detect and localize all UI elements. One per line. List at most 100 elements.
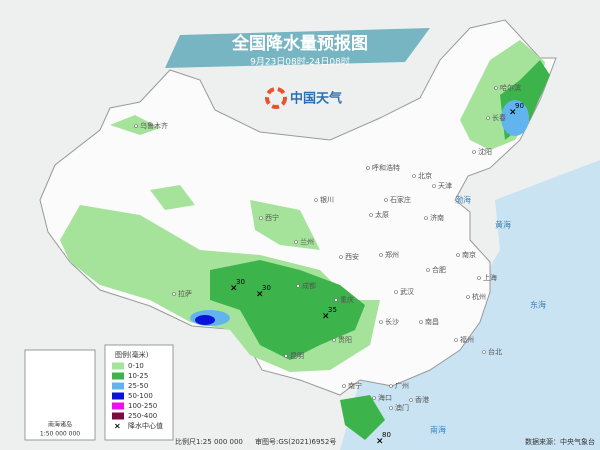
city-label: 广州 — [395, 381, 409, 390]
legend-label: 10-25 — [128, 372, 148, 380]
city-dot — [379, 320, 383, 324]
city-dot — [332, 338, 336, 342]
legend-label: 250-400 — [128, 412, 157, 420]
legend-label: 0-10 — [128, 362, 144, 370]
city-label: 香港 — [415, 395, 429, 404]
rain-area — [150, 185, 195, 210]
rain-area — [501, 100, 529, 136]
legend-label: 降水中心值 — [128, 421, 163, 430]
city-label: 西宁 — [265, 213, 279, 222]
city-dot — [342, 384, 346, 388]
subtitle: 9月23日08时-24日08时 — [250, 56, 350, 68]
city-dot — [384, 198, 388, 202]
center-value: 30 — [236, 278, 245, 286]
legend-label: 25-50 — [128, 382, 148, 390]
center-marker: × — [322, 312, 330, 322]
city-label: 北京 — [418, 171, 432, 180]
city-dot — [419, 320, 423, 324]
footer-scale: 比例尺1:25 000 000 — [175, 437, 243, 446]
city-label: 合肥 — [432, 265, 446, 274]
city-dot — [259, 216, 263, 220]
inset-scale: 1:50 000 000 — [40, 431, 80, 438]
city-label: 呼和浩特 — [372, 163, 400, 172]
center-value: 80 — [382, 431, 391, 439]
sea-label: 黄海 — [495, 220, 511, 230]
legend-swatch — [112, 412, 124, 420]
sea-label: 渤海 — [455, 195, 471, 205]
city-dot — [456, 253, 460, 257]
city-dot — [366, 166, 370, 170]
city-label: 澳门 — [395, 403, 409, 412]
city-label: 杭州 — [472, 292, 486, 301]
city-dot — [424, 216, 428, 220]
city-label: 郑州 — [385, 251, 399, 259]
city-dot — [482, 350, 486, 354]
city-label: 太原 — [375, 210, 389, 219]
city-dot — [477, 276, 481, 280]
city-dot — [466, 295, 470, 299]
title: 全国降水量预报图 — [231, 33, 368, 54]
city-dot — [334, 298, 338, 302]
city-label: 乌鲁木齐 — [140, 121, 168, 130]
sea-label: 东海 — [530, 300, 546, 310]
city-label: 南京 — [462, 250, 476, 259]
inset-label: 南海诸岛 — [48, 421, 72, 429]
city-dot — [379, 253, 383, 257]
city-dot — [494, 86, 498, 90]
logo: 中国天气 — [290, 91, 342, 107]
city-label: 哈尔滨 — [500, 83, 521, 92]
city-label: 武汉 — [400, 287, 414, 296]
city-label: 沈阳 — [478, 147, 492, 156]
city-label: 天津 — [438, 182, 452, 190]
city-label: 上海 — [483, 273, 497, 282]
city-label: 长春 — [492, 113, 506, 122]
city-label: 南昌 — [425, 317, 439, 326]
city-label: 贵阳 — [338, 335, 352, 344]
center-marker: × — [256, 290, 264, 300]
city-label: 石家庄 — [390, 195, 411, 204]
city-label: 成都 — [302, 281, 316, 290]
city-dot — [426, 268, 430, 272]
footer-source: 数据来源：中央气象台 — [525, 437, 595, 446]
city-dot — [394, 290, 398, 294]
inset-map — [24, 349, 96, 441]
sea-label: 南海 — [430, 425, 446, 435]
city-label: 拉萨 — [178, 289, 192, 298]
legend-swatch — [112, 372, 124, 380]
center-marker: × — [230, 284, 238, 294]
title-banner — [165, 28, 430, 68]
legend-marker: × — [114, 422, 121, 431]
city-label: 海口 — [378, 393, 392, 402]
center-value: 30 — [262, 284, 271, 292]
city-label: 重庆 — [340, 295, 354, 304]
legend-swatch — [112, 362, 124, 370]
city-label: 昆明 — [290, 352, 304, 360]
legend-title: 图例(毫米) — [115, 350, 149, 359]
legend-swatch — [112, 392, 124, 400]
city-dot — [296, 284, 300, 288]
city-dot — [294, 240, 298, 244]
center-value: 35 — [328, 306, 337, 314]
center-marker: × — [509, 108, 517, 118]
legend-swatch — [112, 382, 124, 390]
city-dot — [412, 174, 416, 178]
city-dot — [472, 150, 476, 154]
city-dot — [409, 398, 413, 402]
city-label: 兰州 — [300, 237, 314, 246]
city-dot — [284, 354, 288, 358]
city-dot — [369, 213, 373, 217]
city-dot — [432, 184, 436, 188]
city-dot — [372, 396, 376, 400]
rain-area — [210, 260, 365, 360]
city-dot — [389, 406, 393, 410]
rain-area — [195, 315, 215, 325]
city-label: 南宁 — [348, 381, 362, 390]
city-label: 济南 — [430, 213, 444, 222]
city-dot — [454, 338, 458, 342]
footer-approval: 审图号:GS(2021)6952号 — [255, 437, 336, 446]
rain-area — [250, 200, 320, 250]
city-label: 西安 — [345, 252, 359, 261]
city-dot — [314, 198, 318, 202]
city-dot — [389, 384, 393, 388]
